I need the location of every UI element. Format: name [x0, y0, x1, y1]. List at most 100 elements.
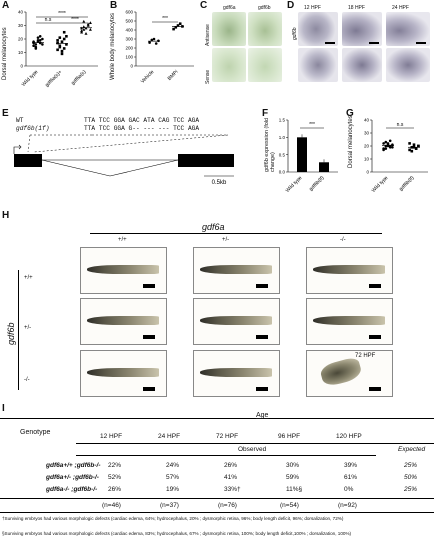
genotype-table: gdf6a+/+ ;gdf6b-/- 22% 24% 26% 30% 39% 2… [0, 458, 434, 498]
col-96hpf: 96 HPF [278, 433, 301, 440]
panel-g-point [384, 147, 388, 150]
panel-g-xlabel-1: Wild type [371, 175, 390, 194]
panel-b-ytick-label-2: 200 [125, 46, 133, 51]
count-96hpf: (n=54) [280, 502, 299, 509]
panel-a-point [82, 19, 86, 23]
panel-g-ytick-label-0: 0 [366, 170, 369, 175]
panel-a-chart: 0 10 20 30 40 n.s **** **** Wild type gdf6a(… [18, 10, 98, 88]
panel-a-point [58, 44, 62, 48]
panel-b-ytick-label-0: 0 [130, 64, 133, 69]
seq-mut-label: gdf6b(1f) [16, 125, 50, 132]
panel-g-point [412, 143, 416, 146]
panel-a-letter: A [2, 0, 10, 11]
panel-f-ytick-label-1: 0.5 [279, 152, 286, 157]
panel-a-point [62, 37, 66, 41]
table-bottom-rule [0, 512, 434, 513]
panel-g-point [388, 144, 392, 148]
panel-b-point [178, 22, 182, 25]
panel-a-point [65, 43, 68, 46]
image-d-12hpf-lateral [298, 12, 338, 46]
panel-i-letter: I [2, 403, 5, 414]
panel-g-point [417, 144, 420, 148]
table-sub-rule [76, 443, 434, 444]
panel-a-point [34, 47, 38, 50]
row-1-96hpf: 30% [286, 462, 300, 469]
fish-image-bb-aa: 72 HPF [306, 350, 393, 397]
panel-b-ytick-label-3: 300 [125, 37, 133, 42]
panel-f-xlabel-2: gdf6b(lf) [308, 175, 325, 192]
row-2-72hpf: 41% [224, 474, 238, 481]
exon-2 [178, 154, 234, 167]
panel-g-point [410, 149, 414, 153]
fish-image-ab-ab [193, 298, 280, 345]
row-2-genotype: gdf6a+/- ;gdf6b-/- [46, 474, 99, 481]
seq-mut: TTA TCC GGA G-- --- --- TCC AGA [84, 125, 200, 132]
row-3-12hpf: 26% [108, 486, 122, 493]
row-2-96hpf: 59% [286, 474, 300, 481]
image-d-12hpf-dorsal [298, 48, 338, 82]
footnote-2: §Surviving embryos had various morpholog… [2, 531, 352, 536]
col-120hfp: 120 HFP [336, 433, 362, 440]
panel-a-point [60, 49, 64, 53]
row-1-120hfp: 39% [344, 462, 358, 469]
row-2-12hpf: 52% [108, 474, 122, 481]
panel-c-row-1: Antisense [205, 24, 211, 46]
panel-h-title-rule [90, 233, 382, 234]
image-c-gdf6b-antisense [248, 12, 282, 46]
panel-a-sig-1: n.s [45, 17, 52, 23]
panel-b-chart: 0 100 200 300 400 500 600 *** Vehicle BMPi [125, 10, 194, 85]
fish-image-bb-bb [306, 247, 393, 294]
seq-wt-label: WT [16, 117, 24, 124]
panel-a-xlabel-1: Wild type [21, 69, 40, 88]
h-row-3: -/- [24, 377, 30, 383]
panel-a-point [82, 25, 86, 29]
panel-g-point [382, 148, 385, 152]
panel-d-time-1: 12 HPF [304, 5, 321, 11]
panel-f-letter: F [262, 108, 269, 119]
count-72hpf: (n=76) [218, 502, 237, 509]
panel-e-letter: E [2, 108, 9, 119]
image-c-gdf6a-antisense [212, 12, 246, 46]
row-3-72hpf: 33%† [224, 486, 241, 493]
panel-b-sig: *** [162, 16, 168, 22]
row-1-24hpf: 24% [166, 462, 180, 469]
panel-b-point [176, 24, 180, 27]
fish-image-aa-aa [80, 350, 167, 397]
image-d-24hpf-lateral [386, 12, 430, 46]
panel-a-point [56, 39, 59, 42]
panel-f-ytick-label-3: 1.5 [279, 118, 286, 123]
panel-a-point [34, 43, 38, 46]
h-col-1: +/+ [118, 237, 127, 243]
scale-bar [369, 42, 379, 44]
panel-h-side-label: gdf6b [6, 322, 16, 345]
panel-f-ytick-label-0: 0.0 [279, 170, 286, 175]
row-1-genotype: gdf6a+/+ ;gdf6b-/- [46, 462, 101, 469]
gene-diagram: 0.5kb [13, 134, 234, 186]
panel-g-ytick-label-4: 40 [364, 118, 370, 123]
panel-a-point [84, 32, 88, 35]
panel-g-ytick-label-3: 30 [364, 131, 370, 136]
panel-c-col-2: gdf6b [258, 5, 271, 11]
panel-f-bar-0 [297, 137, 307, 172]
panel-a-point [58, 36, 62, 39]
panel-a-point [80, 29, 84, 33]
panel-b-xlabel-2: BMPi [167, 69, 180, 82]
panel-g-ytick-label-2: 20 [364, 144, 370, 149]
scale-bar [325, 42, 335, 44]
panel-h-side-rule [18, 270, 19, 390]
panel-a-sig-2: **** [58, 11, 66, 17]
row-3-24hpf: 19% [166, 486, 180, 493]
panel-g-point [384, 140, 388, 144]
panel-a-point [38, 39, 42, 42]
panel-a-point [88, 21, 92, 24]
panel-b-ytick-label-6: 600 [125, 10, 133, 15]
row-3-expected: 25% [404, 486, 418, 493]
fish-image-aa-ab [80, 298, 167, 345]
panel-a-point [60, 40, 64, 43]
panel-c-col-1: gdf6a [223, 5, 236, 11]
panel-b-xlabel-1: Vehicle [140, 69, 156, 85]
panel-a-point [41, 37, 44, 41]
panel-b-point [174, 26, 178, 29]
panel-f-xlabel-1: Wild type [285, 175, 304, 194]
panel-f-sig: *** [309, 122, 315, 128]
